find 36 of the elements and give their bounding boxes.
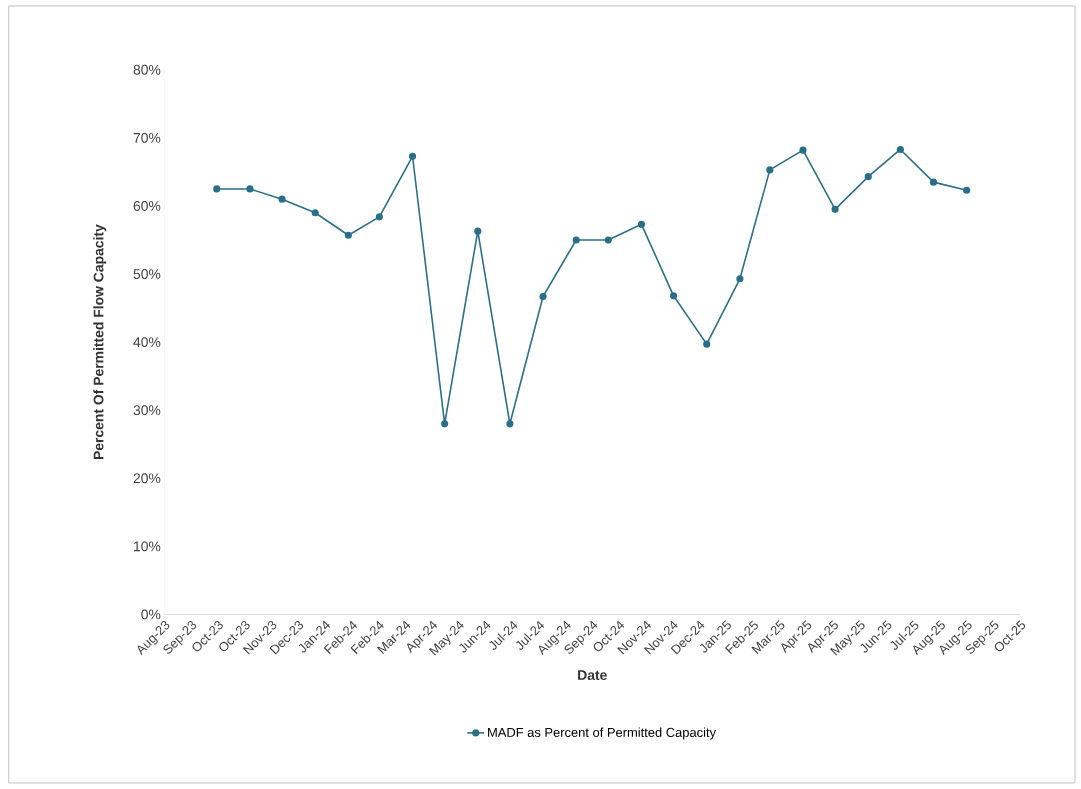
point (963, 186, 971, 194)
point (604, 236, 612, 244)
point (311, 209, 319, 217)
point (474, 227, 482, 235)
point (246, 185, 254, 193)
point (703, 340, 711, 348)
point (669, 292, 678, 300)
point (799, 146, 807, 154)
point (278, 195, 286, 203)
point (375, 213, 383, 221)
legend-label: MADF as Percent of Permitted Capacity (488, 727, 716, 740)
y-tick-label: 50% (133, 269, 161, 279)
point (766, 166, 774, 174)
point (864, 173, 872, 181)
point (736, 275, 744, 283)
point (539, 292, 547, 301)
point (831, 205, 839, 213)
point (441, 420, 449, 428)
y-tick-label: 70% (133, 132, 161, 143)
point (506, 420, 514, 428)
x-axis-title: Date (578, 670, 607, 681)
y-tick-label: 30% (133, 405, 161, 416)
y-tick-label: 60% (133, 201, 161, 211)
y-tick-label: 0% (141, 609, 161, 620)
y-tick-label: 20% (133, 473, 161, 484)
point (637, 220, 646, 228)
y-tick-label: 10% (134, 541, 161, 552)
y-tick-label: 40% (133, 337, 161, 348)
y-axis-title: Percent Of Permitted Flow Capacity (93, 224, 107, 460)
point (929, 178, 938, 186)
point (408, 152, 417, 160)
point (572, 236, 580, 244)
y-tick-label: 80% (133, 64, 161, 75)
point (344, 231, 352, 239)
point (213, 185, 221, 193)
point (896, 145, 904, 154)
